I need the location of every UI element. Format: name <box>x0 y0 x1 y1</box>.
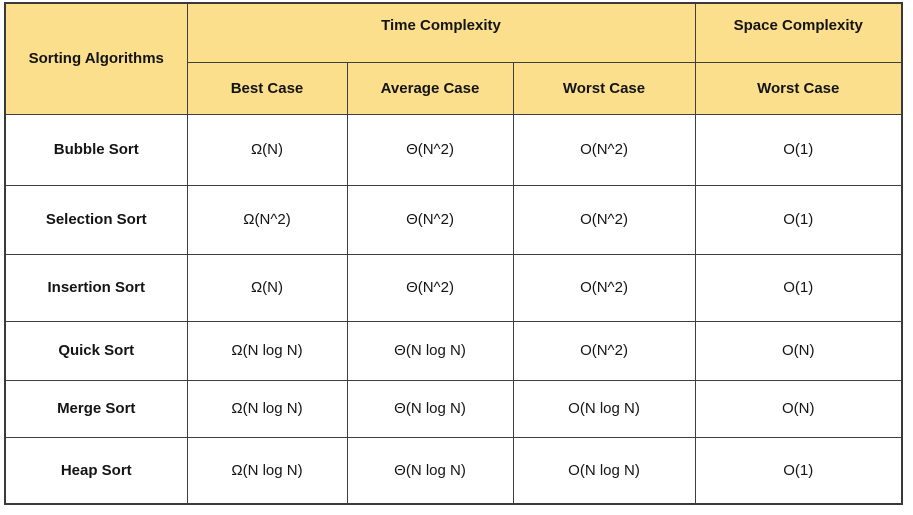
group-header-time-complexity: Time Complexity <box>186 2 696 63</box>
cell-merge-average: Θ(N log N) <box>346 379 514 438</box>
subheader-worst-case-time: Worst Case <box>512 61 696 115</box>
cell-heap-space: O(1) <box>694 436 903 505</box>
header-sub-row: Best Case Average Case Worst Case Worst … <box>5 61 903 115</box>
cell-merge-space: O(N) <box>694 379 903 438</box>
cell-insertion-best: Ω(N) <box>186 253 348 322</box>
table-row-bubble-sort: Bubble Sort Ω(N) Θ(N^2) O(N^2) O(1) <box>4 113 903 186</box>
sorting-complexity-table: Sorting Algorithms Time Complexity Space… <box>4 2 903 505</box>
table-row-insertion-sort: Insertion Sort Ω(N) Θ(N^2) O(N^2) O(1) <box>4 253 903 322</box>
cell-bubble-worst: O(N^2) <box>512 113 696 186</box>
row-label-selection-sort: Selection Sort <box>4 184 188 255</box>
cell-quick-best: Ω(N log N) <box>186 320 348 381</box>
group-header-space-complexity: Space Complexity <box>694 2 903 63</box>
cell-quick-space: O(N) <box>694 320 903 381</box>
cell-heap-average: Θ(N log N) <box>346 436 514 505</box>
subheader-average-case: Average Case <box>346 61 514 115</box>
cell-quick-worst: O(N^2) <box>512 320 696 381</box>
cell-bubble-space: O(1) <box>694 113 903 186</box>
row-label-quick-sort: Quick Sort <box>4 320 188 381</box>
cell-insertion-worst: O(N^2) <box>512 253 696 322</box>
cell-selection-average: Θ(N^2) <box>346 184 514 255</box>
table-row-merge-sort: Merge Sort Ω(N log N) Θ(N log N) O(N log… <box>4 379 903 438</box>
header-group-row: Sorting Algorithms Time Complexity Space… <box>4 2 903 115</box>
cell-selection-best: Ω(N^2) <box>186 184 348 255</box>
cell-insertion-average: Θ(N^2) <box>346 253 514 322</box>
corner-header-sorting-algorithms: Sorting Algorithms <box>4 2 188 115</box>
row-label-bubble-sort: Bubble Sort <box>4 113 188 186</box>
table-row-heap-sort: Heap Sort Ω(N log N) Θ(N log N) O(N log … <box>4 436 903 505</box>
cell-bubble-average: Θ(N^2) <box>346 113 514 186</box>
cell-quick-average: Θ(N log N) <box>346 320 514 381</box>
cell-heap-worst: O(N log N) <box>512 436 696 505</box>
cell-selection-worst: O(N^2) <box>512 184 696 255</box>
cell-merge-worst: O(N log N) <box>512 379 696 438</box>
subheader-best-case: Best Case <box>186 61 348 115</box>
cell-merge-best: Ω(N log N) <box>186 379 348 438</box>
table-row-selection-sort: Selection Sort Ω(N^2) Θ(N^2) O(N^2) O(1) <box>4 184 903 255</box>
row-label-heap-sort: Heap Sort <box>4 436 188 505</box>
cell-heap-best: Ω(N log N) <box>186 436 348 505</box>
row-label-merge-sort: Merge Sort <box>4 379 188 438</box>
subheader-worst-case-space: Worst Case <box>694 61 903 115</box>
row-label-insertion-sort: Insertion Sort <box>4 253 188 322</box>
cell-bubble-best: Ω(N) <box>186 113 348 186</box>
cell-insertion-space: O(1) <box>694 253 903 322</box>
cell-selection-space: O(1) <box>694 184 903 255</box>
table-row-quick-sort: Quick Sort Ω(N log N) Θ(N log N) O(N^2) … <box>4 320 903 381</box>
